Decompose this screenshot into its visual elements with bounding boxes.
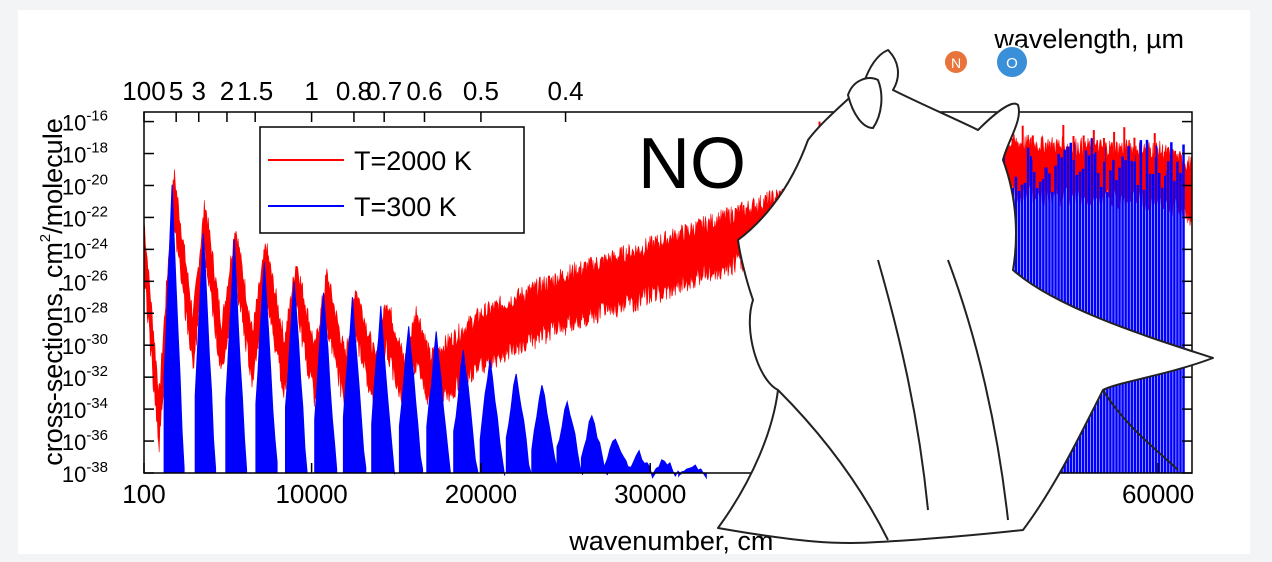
y-tick-label: 10-38 bbox=[62, 459, 108, 487]
x2-tick-label: 100 bbox=[122, 76, 165, 106]
y-tick-label: 10-32 bbox=[62, 363, 108, 391]
y-tick-label: 10-28 bbox=[62, 299, 108, 327]
series-300k-band bbox=[314, 292, 338, 474]
series-300k-band bbox=[453, 350, 479, 474]
legend-label-2000k: T=2000 K bbox=[354, 146, 472, 176]
chart-frame: 1001000020000300004000050000600001005321… bbox=[18, 10, 1250, 554]
x-tick-label: 60000 bbox=[1122, 479, 1194, 509]
x2-tick-label: 0.7 bbox=[366, 76, 402, 106]
x2-tick-label: 0.8 bbox=[336, 76, 372, 106]
x2-axis-title: wavelength, µm bbox=[993, 24, 1184, 54]
series-300k-band bbox=[163, 184, 185, 474]
series-300k-band bbox=[255, 262, 278, 474]
oxygen-atom-icon bbox=[995, 45, 1029, 79]
x2-tick-label: 2 bbox=[220, 76, 234, 106]
x-tick-label: 20000 bbox=[445, 479, 517, 509]
legend: T=2000 K T=300 K bbox=[259, 126, 525, 234]
series-300k-band bbox=[398, 326, 424, 474]
series-300k-band bbox=[285, 282, 308, 474]
x2-tick-label: 1 bbox=[304, 76, 318, 106]
y-tick-label: 10-16 bbox=[62, 108, 108, 136]
x2-tick-label: 5 bbox=[169, 76, 183, 106]
nitrogen-atom-label: N bbox=[951, 55, 961, 71]
chart-title: NO bbox=[638, 124, 746, 204]
plot-border bbox=[143, 111, 1193, 474]
x2-tick-label: 0.4 bbox=[547, 76, 583, 106]
series-300k-band bbox=[678, 464, 707, 480]
series-300k-band bbox=[580, 414, 608, 476]
x-tick-label: 100 bbox=[122, 479, 165, 509]
series-300k-band bbox=[505, 373, 532, 474]
ticks-layer: 1001000020000300004000050000600001005321… bbox=[62, 76, 1194, 509]
x-tick-label: 30000 bbox=[614, 479, 686, 509]
x2-tick-label: 3 bbox=[192, 76, 206, 106]
y-axis-title: cross-sections, cm2/molecule bbox=[37, 118, 68, 465]
y-tick-label: 10-24 bbox=[62, 235, 108, 263]
y-tick-label: 10-26 bbox=[62, 267, 108, 295]
series-300k-band bbox=[225, 239, 248, 474]
series-300k-band bbox=[627, 449, 656, 479]
legend-label-300k: T=300 K bbox=[354, 192, 457, 222]
y-tick-label: 10-30 bbox=[62, 331, 108, 359]
series-300k-band bbox=[426, 331, 451, 474]
chart: 1001000020000300004000050000600001005321… bbox=[37, 24, 1214, 554]
y-tick-label: 10-22 bbox=[62, 203, 108, 231]
nitrogen-atom-icon bbox=[943, 49, 969, 75]
x2-tick-label: 0.5 bbox=[463, 76, 499, 106]
x-tick-label: 10000 bbox=[275, 479, 347, 509]
sketch-figure-illustration bbox=[717, 49, 1214, 545]
legend-box bbox=[259, 126, 525, 234]
series-300k-band bbox=[342, 297, 367, 474]
series-300k-band bbox=[194, 233, 217, 474]
y-tick-label: 10-34 bbox=[62, 395, 108, 423]
y-tick-label: 10-18 bbox=[62, 140, 108, 168]
y-tick-label: 10-36 bbox=[62, 427, 108, 455]
atom-icons: N O bbox=[943, 45, 1029, 79]
y-tick-label: 10-20 bbox=[62, 171, 108, 199]
series-300k-band bbox=[371, 305, 395, 475]
x2-tick-label: 0.6 bbox=[406, 76, 442, 106]
oxygen-atom-label: O bbox=[1006, 55, 1018, 72]
x2-tick-label: 1.5 bbox=[237, 76, 273, 106]
